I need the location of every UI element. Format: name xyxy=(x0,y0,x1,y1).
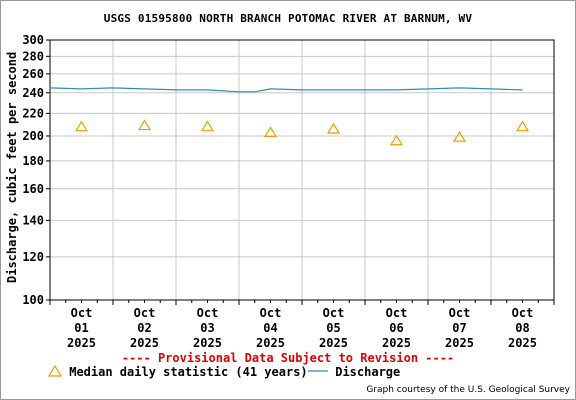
y-tick-label: 160 xyxy=(22,182,44,196)
plot-border xyxy=(49,39,555,301)
x-tick-label-line: 2025 xyxy=(67,336,96,350)
x-tick-label: Oct 05 2025 xyxy=(319,306,348,350)
triangle-icon xyxy=(47,364,63,377)
y-tick-label: 300 xyxy=(22,33,44,47)
legend-item-median: Median daily statistic (41 years) xyxy=(47,364,308,379)
x-tick-label: Oct 02 2025 xyxy=(130,306,159,350)
x-tick-label-line: 2025 xyxy=(508,336,537,350)
y-tick-label: 220 xyxy=(22,106,44,120)
y-tick-label: 280 xyxy=(22,49,44,63)
x-tick-label-line: Oct xyxy=(260,306,282,320)
x-tick-label-line: 2025 xyxy=(445,336,474,350)
median-marker xyxy=(137,119,152,131)
x-tick-label: Oct 06 2025 xyxy=(382,306,411,350)
median-marker xyxy=(200,120,215,132)
x-tick-label-line: 2025 xyxy=(256,336,285,350)
legend-median-label: Median daily statistic (41 years) xyxy=(69,365,308,379)
x-tick-label: Oct 08 2025 xyxy=(508,306,537,350)
median-marker xyxy=(263,126,278,138)
x-tick-label-line: 2025 xyxy=(130,336,159,350)
median-marker xyxy=(74,120,89,132)
y-tick-label: 140 xyxy=(22,213,44,227)
x-tick-label-line: 03 xyxy=(200,321,214,335)
x-tick-label-line: Oct xyxy=(386,306,408,320)
chart-title: USGS 01595800 NORTH BRANCH POTOMAC RIVER… xyxy=(103,12,473,25)
y-tick-label: 120 xyxy=(22,250,44,264)
y-tick-label: 260 xyxy=(22,67,44,81)
y-tick-label: 180 xyxy=(22,154,44,168)
median-marker xyxy=(452,130,467,142)
legend-item-discharge: Discharge xyxy=(308,365,400,379)
line-swatch-icon xyxy=(308,370,328,372)
x-tick-label-line: Oct xyxy=(449,306,471,320)
credit-text: Graph courtesy of the U.S. Geological Su… xyxy=(366,385,570,395)
x-tick-label-line: 04 xyxy=(263,321,277,335)
x-tick-label-line: Oct xyxy=(134,306,156,320)
provisional-note: ---- Provisional Data Subject to Revisio… xyxy=(121,351,455,365)
y-tick-label: 240 xyxy=(22,86,44,100)
x-tick-label-line: 2025 xyxy=(319,336,348,350)
x-tick-label-line: 07 xyxy=(452,321,466,335)
x-tick-label-line: 2025 xyxy=(193,336,222,350)
x-tick-label-line: 2025 xyxy=(382,336,411,350)
x-tick-label-line: 02 xyxy=(137,321,151,335)
x-tick-label-line: Oct xyxy=(323,306,345,320)
y-tick-label: 200 xyxy=(22,129,44,143)
x-tick-label: Oct 01 2025 xyxy=(67,306,96,350)
x-tick-label-line: 08 xyxy=(515,321,529,335)
x-tick-label-line: 01 xyxy=(74,321,88,335)
x-tick-label: Oct 03 2025 xyxy=(193,306,222,350)
discharge-line xyxy=(49,87,523,93)
x-tick-label-line: Oct xyxy=(197,306,219,320)
median-marker xyxy=(389,134,404,146)
x-tick-label: Oct 04 2025 xyxy=(256,306,285,350)
x-tick-label-line: 05 xyxy=(326,321,340,335)
x-tick-label-line: Oct xyxy=(71,306,93,320)
y-tick-label: 100 xyxy=(22,293,44,307)
median-marker xyxy=(326,122,341,134)
legend-discharge-label: Discharge xyxy=(335,365,401,379)
x-tick-label-line: Oct xyxy=(512,306,534,320)
median-marker xyxy=(515,120,530,132)
x-tick-label-line: 06 xyxy=(389,321,403,335)
x-tick-label: Oct 07 2025 xyxy=(445,306,474,350)
